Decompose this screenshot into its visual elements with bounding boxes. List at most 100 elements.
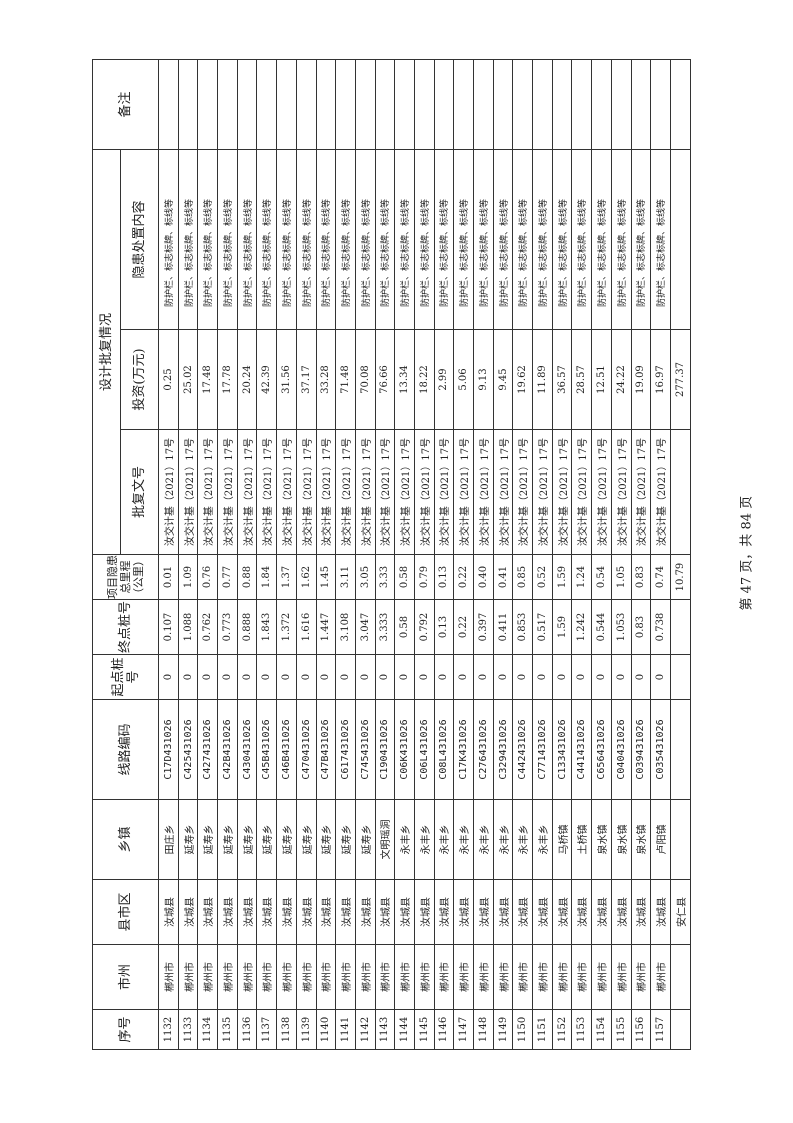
cell-approval-no: 汝交计基（2021）17号 [355, 429, 376, 555]
cell-approval-no: 汝交计基（2021）17号 [414, 429, 435, 555]
cell-remark [276, 59, 297, 150]
cell-route-code: C040431026 [611, 699, 631, 800]
table-row: 1138 郴州市 汝城县 延寿乡 C46B431026 0 1.372 1.37 汝交计基（20… [276, 59, 297, 1050]
cell-route-code: C17K431026 [453, 699, 474, 800]
cell-remark [512, 59, 533, 150]
cell-approval-no: 汝交计基（2021）17号 [197, 429, 218, 555]
cell-approval-no: 汝交计基（2021）17号 [591, 429, 612, 555]
cell-total-km: 0.83 [631, 554, 651, 600]
cell-start-stake: 0 [571, 654, 592, 700]
cell-city: 郴州市 [335, 944, 356, 1010]
cell-end-stake: 0.397 [473, 599, 494, 655]
cell-city: 郴州市 [158, 944, 179, 1010]
cell-county: 汝城县 [316, 879, 336, 945]
cell-city: 郴州市 [493, 944, 513, 1010]
cell-investment: 11.89 [532, 329, 553, 430]
cell-investment: 2.99 [434, 329, 454, 430]
cell-town: 文明瑶洞 [375, 799, 395, 880]
cell-town: 永丰乡 [532, 799, 553, 880]
cell-start-stake: 0 [532, 654, 553, 700]
cell-seq: 1147 [453, 1009, 474, 1050]
cell-content: 防护栏、标志标牌、标线等 [296, 149, 316, 330]
cell-remark [217, 59, 238, 150]
cell-city: 郴州市 [355, 944, 376, 1010]
cell-start-stake: 0 [217, 654, 238, 700]
cell-content: 防护栏、标志标牌、标线等 [276, 149, 297, 330]
cell-investment: 9.13 [473, 329, 494, 430]
cell-remark [394, 59, 415, 150]
cell-seq: 1143 [375, 1009, 395, 1050]
cell-remark [650, 59, 671, 150]
cell-seq: 1134 [197, 1009, 218, 1050]
cell-end-stake: 1.843 [256, 599, 277, 655]
table-row: 1152 郴州市 汝城县 马桥镇 C133431026 0 1.59 1.59 汝交计基（202… [552, 59, 572, 1050]
cell-remark [375, 59, 395, 150]
cell-investment: 9.45 [493, 329, 513, 430]
cell-start-stake: 0 [394, 654, 415, 700]
table-row: 1142 郴州市 汝城县 延寿乡 C745431026 0 3.047 3.05 汝交计基（20… [355, 59, 376, 1050]
cell-investment: 277.37 [670, 329, 691, 430]
cell-approval-no: 汝交计基（2021）17号 [217, 429, 238, 555]
cell-county: 汝城县 [335, 879, 356, 945]
cell-investment: 17.48 [197, 329, 218, 430]
cell-remark [355, 59, 376, 150]
cell-remark [296, 59, 316, 150]
cell-total-km: 3.33 [375, 554, 395, 600]
cell-remark [591, 59, 612, 150]
table-row: 1145 郴州市 汝城县 永丰乡 C06L431026 0 0.792 0.79 汝交计基（20… [414, 59, 435, 1050]
cell-county: 汝城县 [493, 879, 513, 945]
cell-county: 汝城县 [571, 879, 592, 945]
cell-county: 汝城县 [473, 879, 494, 945]
cell-route-code: C42B431026 [217, 699, 238, 800]
cell-county: 汝城县 [611, 879, 631, 945]
table-row: 1139 郴州市 汝城县 延寿乡 C470431026 0 1.616 1.62 汝交计基（20… [296, 59, 316, 1050]
cell-city: 郴州市 [552, 944, 572, 1010]
table-row: 1156 郴州市 汝城县 泉水镇 C039431026 0 0.83 0.83 汝交计基（202… [631, 59, 651, 1050]
cell-investment: 17.78 [217, 329, 238, 430]
cell-seq [670, 1009, 691, 1050]
cell-total-km: 10.79 [670, 554, 691, 600]
cell-town: 延寿乡 [296, 799, 316, 880]
cell-county: 汝城县 [256, 879, 277, 945]
cell-end-stake: 3.108 [335, 599, 356, 655]
cell-town: 延寿乡 [197, 799, 218, 880]
cell-investment: 31.56 [276, 329, 297, 430]
table-row: 1146 郴州市 汝城县 永丰乡 C08L431026 0 0.13 0.13 汝交计基（202… [434, 59, 454, 1050]
cell-end-stake: 1.372 [276, 599, 297, 655]
cell-total-km: 1.05 [611, 554, 631, 600]
cell-remark [316, 59, 336, 150]
cell-start-stake: 0 [611, 654, 631, 700]
cell-total-km: 0.13 [434, 554, 454, 600]
cell-city: 郴州市 [316, 944, 336, 1010]
cell-city: 郴州市 [591, 944, 612, 1010]
cell-town: 永丰乡 [512, 799, 533, 880]
cell-end-stake: 0.107 [158, 599, 179, 655]
cell-end-stake: 0.792 [414, 599, 435, 655]
cell-content: 防护栏、标志标牌、标线等 [473, 149, 494, 330]
rotated-table-sheet: 序号 市州 县市区 乡镇 线路编码 起点桩号 终点桩号 项目隐患总里程（公里） … [92, 59, 691, 1050]
cell-end-stake: 0.853 [512, 599, 533, 655]
cell-content: 防护栏、标志标牌、标线等 [335, 149, 356, 330]
cell-total-km: 1.24 [571, 554, 592, 600]
cell-county: 汝城县 [650, 879, 671, 945]
cell-remark [493, 59, 513, 150]
cell-investment: 36.57 [552, 329, 572, 430]
cell-seq: 1135 [217, 1009, 238, 1050]
cell-route-code: C190431026 [375, 699, 395, 800]
cell-end-stake: 0.517 [532, 599, 553, 655]
table-row: 1151 郴州市 汝城县 永丰乡 C771431026 0 0.517 0.52 汝交计基（20… [532, 59, 553, 1050]
cell-investment: 28.57 [571, 329, 592, 430]
cell-end-stake: 0.762 [197, 599, 218, 655]
cell-remark [631, 59, 651, 150]
cell-remark [414, 59, 435, 150]
cell-content: 防护栏、标志标牌、标线等 [375, 149, 395, 330]
cell-approval-no: 汝交计基（2021）17号 [178, 429, 198, 555]
cell-town: 延寿乡 [178, 799, 198, 880]
cell-investment: 42.39 [256, 329, 277, 430]
cell-content: 防护栏、标志标牌、标线等 [650, 149, 671, 330]
cell-content: 防护栏、标志标牌、标线等 [493, 149, 513, 330]
table-row: 1132 郴州市 汝城县 田庄乡 C17D431026 0 0.107 0.01 汝交计基（20… [158, 59, 179, 1050]
cell-city: 郴州市 [453, 944, 474, 1010]
cell-seq: 1151 [532, 1009, 553, 1050]
page-footer: 第 47 页，共 84 页 [739, 495, 755, 611]
